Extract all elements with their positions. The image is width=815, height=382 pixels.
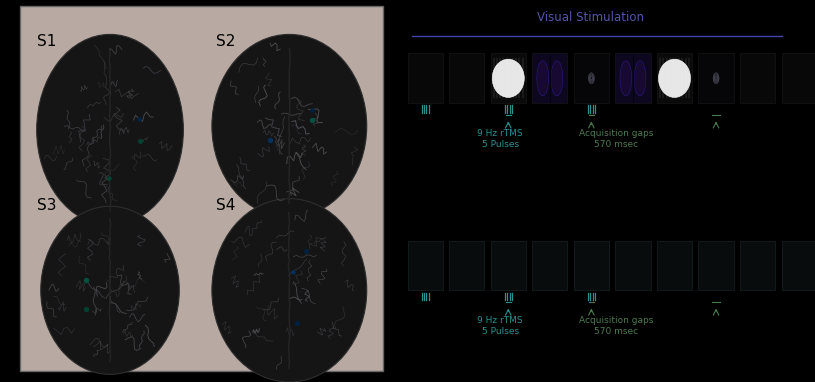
Bar (698, 241, 734, 290)
Text: S1: S1 (37, 34, 56, 49)
Text: 9 Hz rTMS
5 Pulses: 9 Hz rTMS 5 Pulses (478, 129, 523, 149)
Bar (740, 241, 775, 290)
Bar (740, 53, 775, 103)
Ellipse shape (659, 59, 690, 97)
Bar (782, 53, 815, 103)
Bar (449, 53, 484, 103)
Bar (615, 53, 650, 103)
Bar (20, 6, 383, 371)
Bar (408, 241, 443, 290)
Text: S3: S3 (37, 198, 56, 213)
Text: Acquisition gaps
570 msec: Acquisition gaps 570 msec (579, 129, 653, 149)
Bar (615, 241, 650, 290)
Ellipse shape (504, 73, 513, 84)
Bar (408, 53, 443, 103)
Bar (491, 53, 526, 103)
Ellipse shape (37, 34, 183, 225)
Bar (491, 241, 526, 290)
Text: Acquisition gaps
570 msec: Acquisition gaps 570 msec (579, 316, 653, 336)
Text: S4: S4 (216, 198, 236, 213)
Text: 9 Hz rTMS
5 Pulses: 9 Hz rTMS 5 Pulses (478, 316, 523, 336)
Ellipse shape (551, 61, 563, 96)
Ellipse shape (500, 68, 517, 89)
Ellipse shape (212, 34, 367, 218)
Text: S2: S2 (216, 34, 236, 49)
Bar (532, 53, 567, 103)
Ellipse shape (663, 64, 687, 93)
Ellipse shape (634, 61, 646, 96)
Ellipse shape (537, 61, 548, 96)
Ellipse shape (41, 206, 179, 374)
Bar (574, 241, 609, 290)
Bar (782, 241, 815, 290)
Ellipse shape (496, 64, 521, 93)
Bar (574, 53, 609, 103)
Bar (698, 53, 734, 103)
Ellipse shape (492, 59, 524, 97)
Bar (449, 241, 484, 290)
Ellipse shape (670, 73, 680, 84)
Ellipse shape (666, 68, 683, 89)
Ellipse shape (212, 199, 367, 382)
Bar (532, 241, 567, 290)
Bar (657, 241, 692, 290)
Bar (657, 53, 692, 103)
Text: Visual Stimulation: Visual Stimulation (537, 11, 645, 24)
Ellipse shape (620, 61, 632, 96)
